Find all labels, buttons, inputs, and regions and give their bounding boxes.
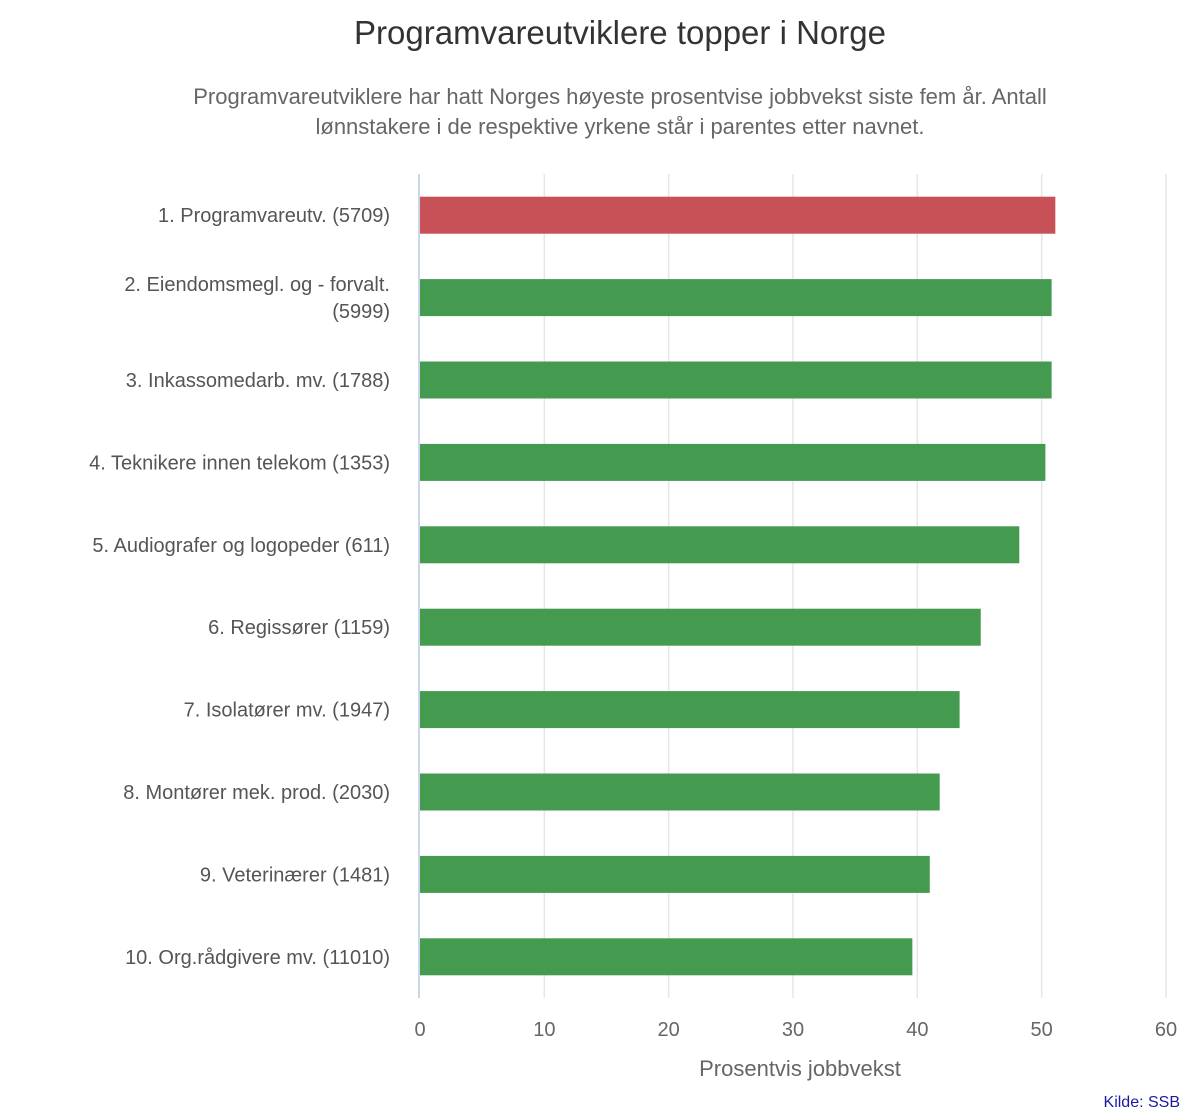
x-tick-label: 0	[414, 1019, 425, 1041]
x-tick-label: 50	[1031, 1019, 1053, 1041]
category-label: 5. Audiografer og logopeder (611)	[92, 535, 390, 557]
category-label: 9. Veterinærer (1481)	[200, 864, 390, 886]
bar	[420, 279, 1052, 317]
bar	[420, 938, 913, 976]
category-label: 2. Eiendomsmegl. og - forvalt.	[124, 274, 390, 296]
category-label: 4. Teknikere innen telekom (1353)	[89, 452, 390, 474]
source-credit: Kilde: SSB	[1103, 1094, 1180, 1111]
chart-subtitle: Programvareutviklere har hatt Norges høy…	[193, 84, 1047, 139]
category-label: 6. Regissører (1159)	[208, 617, 390, 639]
bar	[420, 855, 930, 893]
category-label: 8. Montører mek. prod. (2030)	[123, 782, 390, 804]
x-tick-label: 40	[906, 1019, 928, 1041]
category-label: (5999)	[332, 301, 390, 323]
bar	[420, 691, 960, 729]
x-axis-title: Prosentvis jobbvekst	[699, 1056, 901, 1081]
x-tick-label: 60	[1155, 1019, 1177, 1041]
category-label: 3. Inkassomedarb. mv. (1788)	[126, 370, 390, 392]
category-label: 10. Org.rådgivere mv. (11010)	[125, 947, 390, 969]
x-tick-label: 20	[658, 1019, 680, 1041]
x-tick-label: 10	[533, 1019, 555, 1041]
bar	[420, 773, 940, 811]
bar	[420, 443, 1046, 481]
category-label: 1. Programvareutv. (5709)	[158, 205, 390, 227]
bar	[420, 608, 981, 646]
x-tick-label: 30	[782, 1019, 804, 1041]
bar	[420, 361, 1052, 399]
category-label: 7. Isolatører mv. (1947)	[184, 700, 390, 722]
bar	[420, 196, 1056, 234]
chart-title: Programvareutviklere topper i Norge	[354, 14, 886, 51]
bar	[420, 526, 1020, 564]
